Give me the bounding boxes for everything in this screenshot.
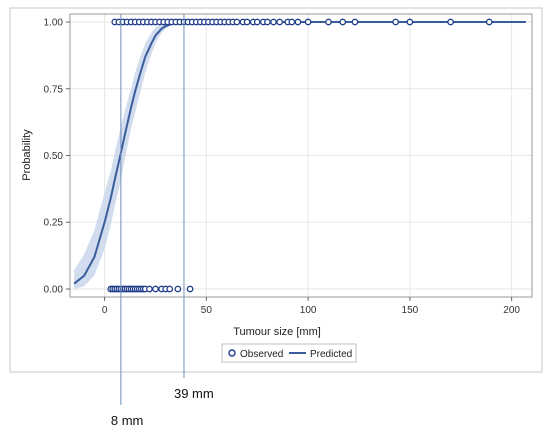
observed-point-59 xyxy=(253,18,261,26)
x-axis-ticks: 0 50 100 150 200 xyxy=(102,297,520,316)
observed-point-61 xyxy=(264,18,271,26)
reference-lines: 8 mm 39 mm xyxy=(111,14,214,428)
y-tick-label-3: 0.75 xyxy=(44,84,64,95)
legend: Observed Predicted xyxy=(221,343,357,363)
legend-observed-label: Observed xyxy=(240,349,283,360)
reference-label-8mm: 8 mm xyxy=(111,413,144,428)
observed-point-72 xyxy=(406,18,414,26)
x-axis-title: Tumour size [mm] xyxy=(233,326,321,338)
reference-label-39mm: 39 mm xyxy=(174,386,214,401)
observed-points-group xyxy=(107,18,493,293)
observed-point-18 xyxy=(146,285,153,293)
observed-point-73 xyxy=(447,18,454,26)
observed-point-63 xyxy=(276,18,283,26)
y-axis-ticks: 0.00 0.25 0.50 0.75 1.00 xyxy=(44,18,70,295)
observed-point-66 xyxy=(294,18,302,26)
x-tick-label-2: 100 xyxy=(300,305,317,316)
observed-point-70 xyxy=(351,18,359,26)
legend-observed-marker xyxy=(228,349,236,357)
observed-point-74 xyxy=(485,18,493,26)
x-tick-label-4: 200 xyxy=(503,305,520,316)
y-tick-label-0: 0.00 xyxy=(44,284,64,295)
y-axis-title: Probability xyxy=(21,129,33,181)
observed-point-68 xyxy=(325,18,332,26)
figure-frame xyxy=(9,7,543,373)
x-tick-label-1: 50 xyxy=(201,305,213,316)
observed-point-62 xyxy=(270,18,277,26)
observed-point-69 xyxy=(339,18,347,26)
observed-point-55 xyxy=(233,18,241,26)
y-tick-label-4: 1.00 xyxy=(44,18,64,29)
observed-point-67 xyxy=(304,18,312,26)
y-tick-label-2: 0.50 xyxy=(44,151,64,162)
x-tick-label-3: 150 xyxy=(402,305,419,316)
observed-point-71 xyxy=(392,18,399,26)
observed-point-65 xyxy=(288,18,296,26)
legend-predicted-label: Predicted xyxy=(310,349,352,360)
observed-point-23 xyxy=(174,285,182,293)
y-tick-label-1: 0.25 xyxy=(44,218,64,229)
observed-point-24 xyxy=(186,285,194,293)
observed-point-22 xyxy=(166,285,174,293)
observed-point-19 xyxy=(152,285,159,293)
observed-point-57 xyxy=(243,18,251,26)
x-tick-label-0: 0 xyxy=(102,305,108,316)
